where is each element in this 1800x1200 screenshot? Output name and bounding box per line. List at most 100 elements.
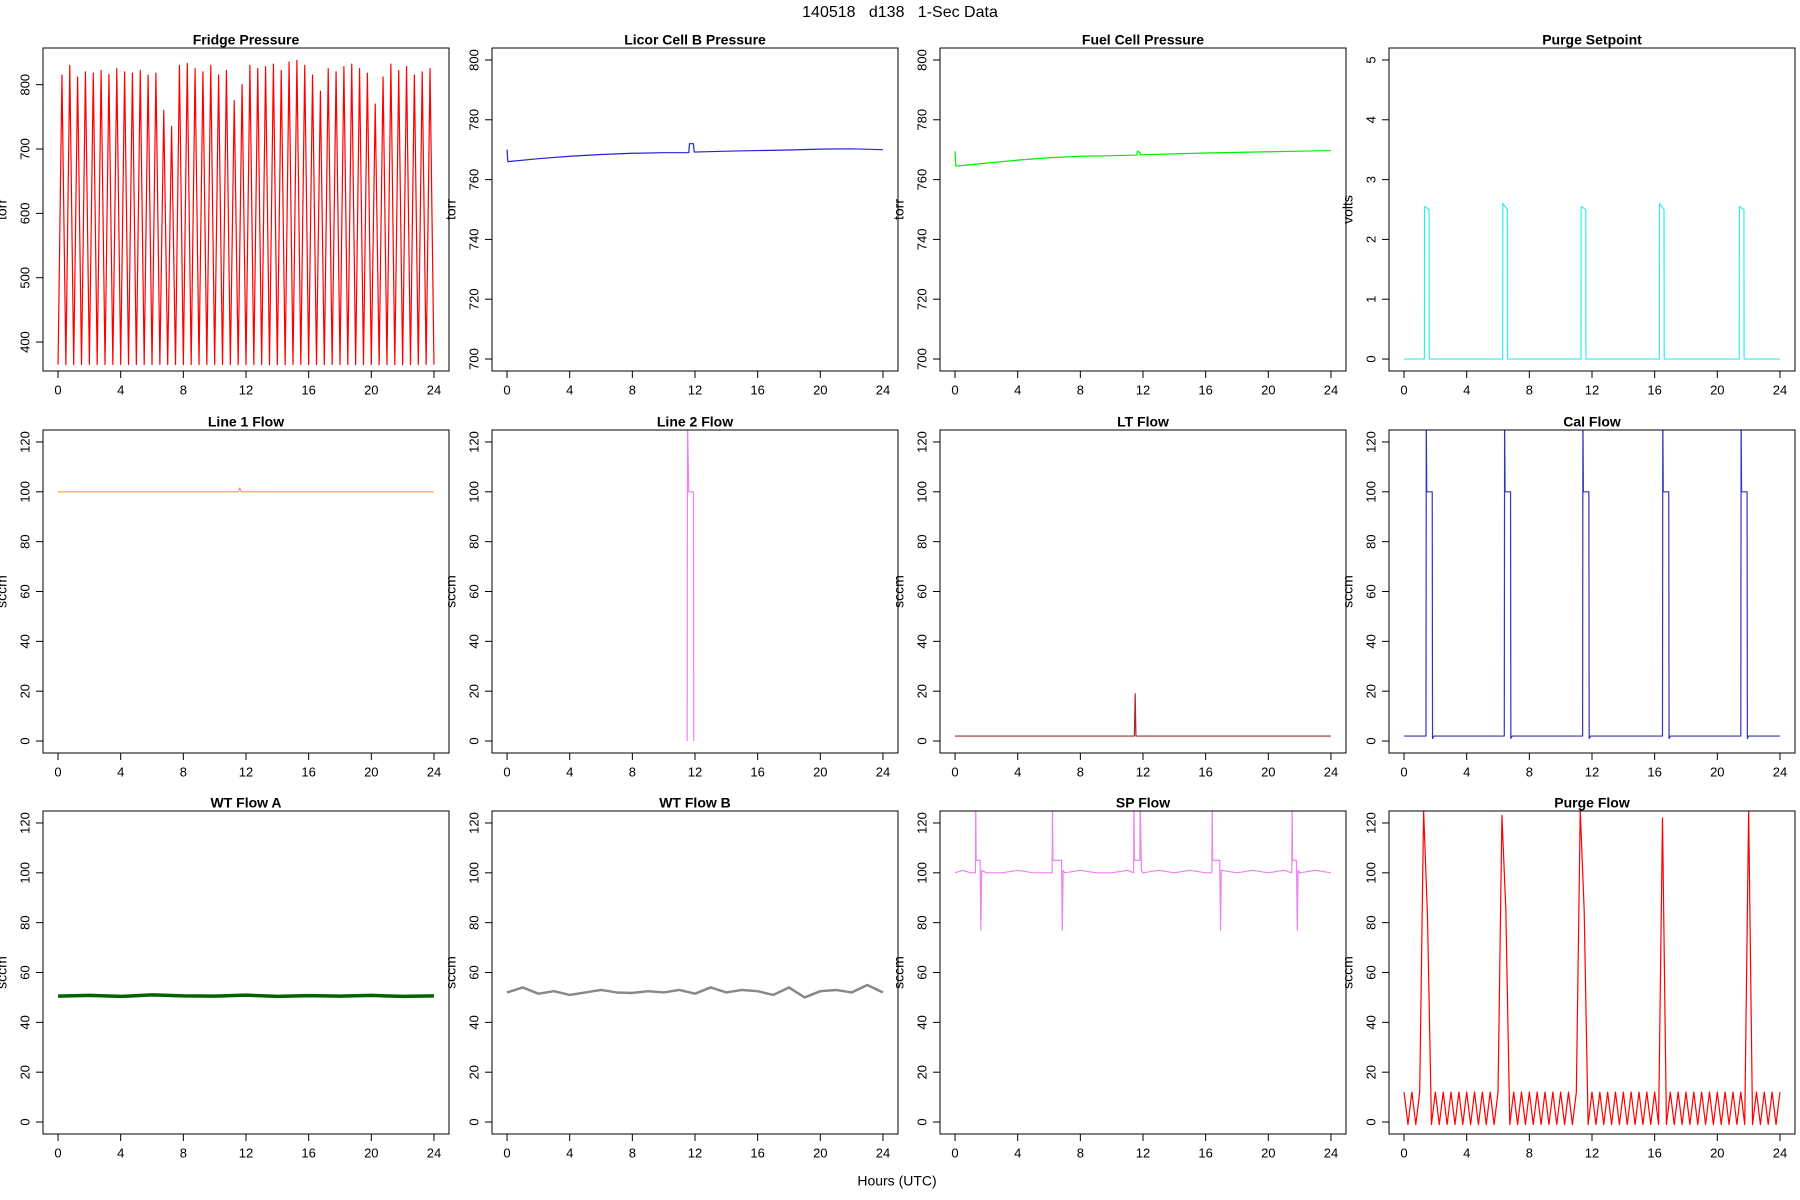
data-line [955,693,1331,737]
y-axis-label: sccm [891,956,907,989]
x-tick-label: 24 [1773,764,1787,779]
x-tick-label: 20 [1710,382,1724,397]
x-tick-label: 8 [180,1145,187,1160]
x-tick-label: 0 [503,1145,510,1160]
data-line [58,487,434,493]
plot-frame [939,810,1347,1135]
plot-frame [491,47,899,372]
y-axis-label: torr [0,199,10,220]
y-tick-label: 20 [1363,684,1378,698]
x-tick-label: 4 [117,382,124,397]
y-tick-label: 60 [466,965,481,979]
x-tick-label: 12 [688,1145,702,1160]
y-tick-label: 100 [914,481,929,503]
data-line [954,149,1331,167]
y-tick-label: 80 [466,915,481,929]
y-tick-label: 60 [1363,965,1378,979]
x-tick-label: 12 [1585,382,1599,397]
x-tick-label: 4 [566,382,573,397]
x-tick-label: 8 [1526,382,1533,397]
y-tick-label: 720 [466,288,481,310]
y-tick-label: 120 [914,431,929,453]
y-tick-label: 80 [1363,915,1378,929]
x-tick-label: 4 [566,1145,573,1160]
x-tick-label: 4 [1014,382,1021,397]
y-tick-label: 780 [466,109,481,131]
panel-title: Fridge Pressure [193,32,300,48]
x-tick-label: 12 [239,1145,253,1160]
plot-frame [1388,429,1796,754]
x-tick-label: 16 [750,764,764,779]
x-tick-label: 8 [1526,1145,1533,1160]
y-tick-label: 120 [1363,812,1378,834]
panel-title: WT Flow B [659,795,731,811]
y-tick-label: 0 [17,737,32,744]
y-tick-label: 0 [466,737,481,744]
x-tick-label: 16 [750,382,764,397]
plot-frame [491,810,899,1135]
panel-title: Line 2 Flow [657,414,733,430]
x-tick-label: 20 [813,382,827,397]
x-tick-label: 8 [629,382,636,397]
data-line [1404,202,1780,360]
y-tick-label: 80 [914,534,929,548]
y-tick-label: 40 [17,1015,32,1029]
y-tick-label: 40 [914,634,929,648]
y-tick-label: 120 [17,812,32,834]
y-tick-label: 760 [914,169,929,191]
x-tick-label: 8 [1526,764,1533,779]
plot-frame [491,429,899,754]
y-axis-label: torr [891,199,907,220]
x-tick-label: 8 [1077,1145,1084,1160]
y-tick-label: 740 [914,229,929,251]
y-tick-label: 760 [466,169,481,191]
x-tick-label: 8 [629,1145,636,1160]
y-tick-label: 5 [1363,56,1378,63]
y-tick-label: 120 [17,431,32,453]
x-tick-label: 8 [629,764,636,779]
x-tick-label: 0 [951,764,958,779]
x-tick-label: 12 [239,764,253,779]
y-axis-label: torr [443,199,459,220]
y-tick-label: 20 [1363,1065,1378,1079]
x-tick-label: 4 [1463,764,1470,779]
x-tick-label: 0 [54,1145,61,1160]
y-tick-label: 780 [914,109,929,131]
panel-title: LT Flow [1117,414,1169,430]
data-line [506,143,883,163]
x-tick-label: 0 [54,382,61,397]
x-tick-label: 0 [503,764,510,779]
x-tick-label: 24 [427,1145,441,1160]
x-tick-label: 24 [427,764,441,779]
y-tick-label: 20 [17,1065,32,1079]
panel-title: SP Flow [1116,795,1170,811]
panel-title: Purge Setpoint [1542,32,1642,48]
x-tick-label: 24 [876,764,890,779]
y-tick-label: 100 [1363,862,1378,884]
panel-title: Purge Flow [1554,795,1630,811]
x-tick-label: 16 [1198,382,1212,397]
y-tick-label: 120 [1363,431,1378,453]
x-tick-label: 0 [1400,1145,1407,1160]
x-tick-label: 24 [1773,382,1787,397]
x-tick-label: 20 [1261,1145,1275,1160]
x-tick-label: 24 [876,382,890,397]
plot-frame [939,47,1347,372]
x-tick-label: 16 [750,1145,764,1160]
y-tick-label: 3 [1363,176,1378,183]
y-tick-label: 40 [914,1015,929,1029]
y-tick-label: 60 [914,965,929,979]
panel-title: Licor Cell B Pressure [624,32,766,48]
y-tick-label: 720 [914,288,929,310]
x-tick-label: 4 [1014,1145,1021,1160]
panel-title: Fuel Cell Pressure [1082,32,1204,48]
y-tick-label: 100 [914,862,929,884]
x-tick-label: 16 [1647,382,1661,397]
y-tick-label: 700 [914,348,929,370]
plot-frame [42,429,450,754]
y-tick-label: 0 [17,1118,32,1125]
y-tick-label: 60 [914,584,929,598]
x-tick-label: 4 [1014,764,1021,779]
y-tick-label: 20 [914,684,929,698]
